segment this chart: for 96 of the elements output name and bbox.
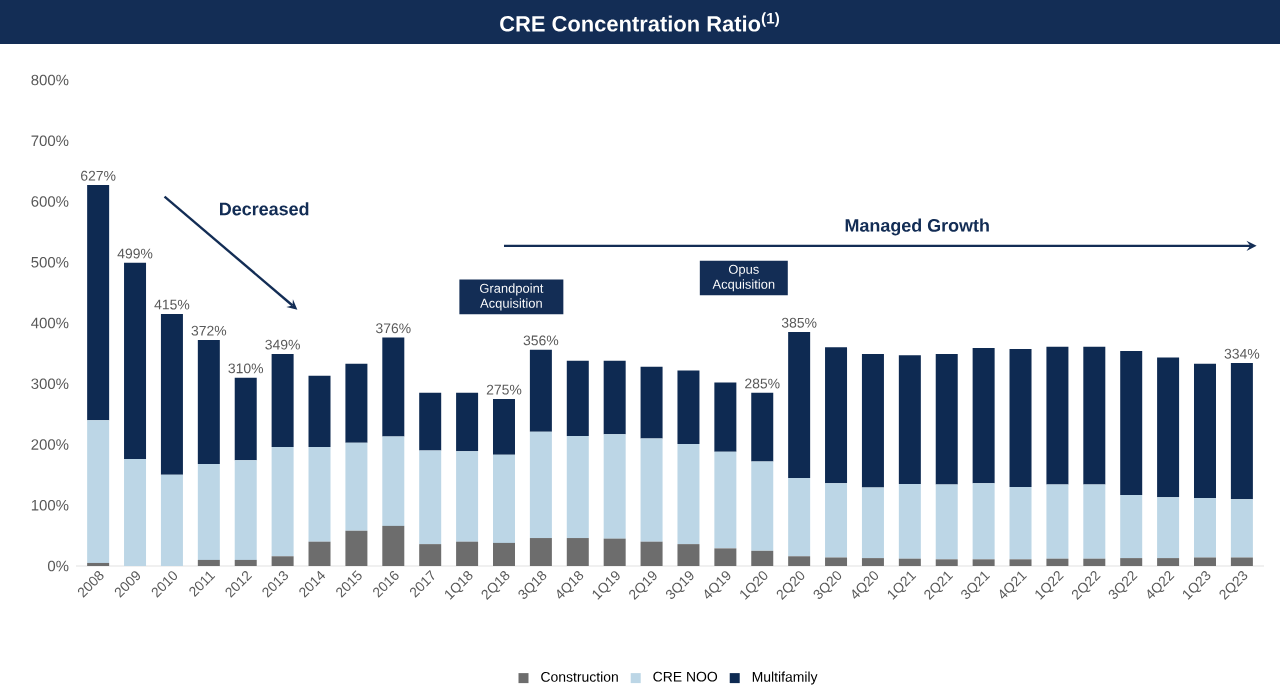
- bar: [751, 550, 774, 566]
- annotation: Managed Growth: [845, 218, 989, 236]
- bar: [603, 433, 626, 539]
- bar: [197, 339, 220, 464]
- bar: [1157, 557, 1180, 566]
- bar: [1157, 497, 1180, 558]
- bar: [751, 392, 774, 462]
- bar: [1009, 348, 1032, 487]
- bar: [1120, 350, 1143, 495]
- bar: [456, 541, 479, 566]
- bar: [271, 353, 294, 447]
- bar: [160, 474, 183, 566]
- bar: [456, 392, 479, 451]
- bar: [308, 446, 331, 542]
- bar: [825, 483, 848, 558]
- bar: [898, 354, 921, 484]
- bar: [1009, 559, 1032, 566]
- bar: [197, 463, 220, 560]
- bar: [1120, 557, 1143, 566]
- bar: [308, 375, 331, 447]
- bar: [124, 458, 147, 566]
- bar: [1157, 357, 1180, 498]
- bar: [1120, 494, 1143, 558]
- bar: [1083, 346, 1106, 485]
- bar: [492, 542, 515, 566]
- bar: [419, 392, 442, 451]
- bar: [1194, 497, 1216, 558]
- bar: [677, 370, 700, 444]
- bar: [1230, 557, 1253, 566]
- bar: [788, 477, 811, 556]
- bar: [640, 366, 663, 439]
- bar: [1046, 558, 1069, 566]
- bar: [234, 559, 257, 566]
- bar: [788, 331, 811, 478]
- bar: [124, 262, 147, 459]
- bar: [197, 559, 220, 566]
- bar: [1194, 363, 1216, 498]
- bar: [640, 438, 663, 542]
- bar: [492, 454, 515, 543]
- bar: [234, 459, 257, 560]
- bar: [861, 557, 884, 566]
- bar: [234, 377, 257, 460]
- bar: [529, 537, 552, 566]
- bar: [1083, 484, 1106, 559]
- bar: [529, 431, 552, 538]
- bar: [566, 435, 589, 538]
- bar: [456, 450, 479, 542]
- bar: [382, 337, 405, 437]
- chart-title: CRE Concentration Ratio$^{(1)}$: [500, 12, 780, 32]
- bar: [271, 446, 294, 556]
- bar: [345, 363, 368, 443]
- bar: [751, 461, 774, 551]
- bar: [825, 346, 848, 484]
- bar: [345, 530, 368, 566]
- bar: [1009, 486, 1032, 559]
- bar: [1046, 484, 1069, 559]
- bar: [308, 541, 331, 566]
- bar: [1046, 346, 1069, 485]
- bar: [825, 557, 848, 566]
- bar: [788, 555, 811, 566]
- bar: [714, 548, 737, 566]
- bar: [566, 537, 589, 566]
- bar: [419, 450, 442, 544]
- bar: [1194, 557, 1216, 566]
- bar: [603, 538, 626, 566]
- bar: [271, 555, 294, 566]
- bar: [419, 543, 442, 566]
- bar: [87, 419, 110, 563]
- bar: [492, 398, 515, 455]
- bar: [87, 184, 110, 420]
- bar: [972, 483, 995, 559]
- bar: [935, 484, 958, 559]
- bar: [566, 360, 589, 436]
- bar: [1083, 558, 1106, 566]
- bar: [935, 559, 958, 566]
- bar: [1230, 498, 1253, 558]
- bar: [529, 349, 552, 432]
- bar: [861, 353, 884, 488]
- bar: [1230, 362, 1253, 499]
- annotation: Decreased: [220, 201, 309, 216]
- bar: [898, 558, 921, 566]
- bar: [345, 442, 368, 531]
- bar: [640, 541, 663, 566]
- bar: [714, 382, 737, 452]
- bar: [714, 451, 737, 549]
- bar: [160, 313, 183, 475]
- bar: [677, 443, 700, 544]
- bar: [861, 487, 884, 558]
- bar: [972, 559, 995, 566]
- bar: [972, 347, 995, 484]
- bar: [898, 483, 921, 559]
- bar: [603, 360, 626, 434]
- bar: [382, 436, 405, 526]
- bar: [382, 525, 405, 566]
- bar: [935, 353, 958, 485]
- bar: [677, 543, 700, 566]
